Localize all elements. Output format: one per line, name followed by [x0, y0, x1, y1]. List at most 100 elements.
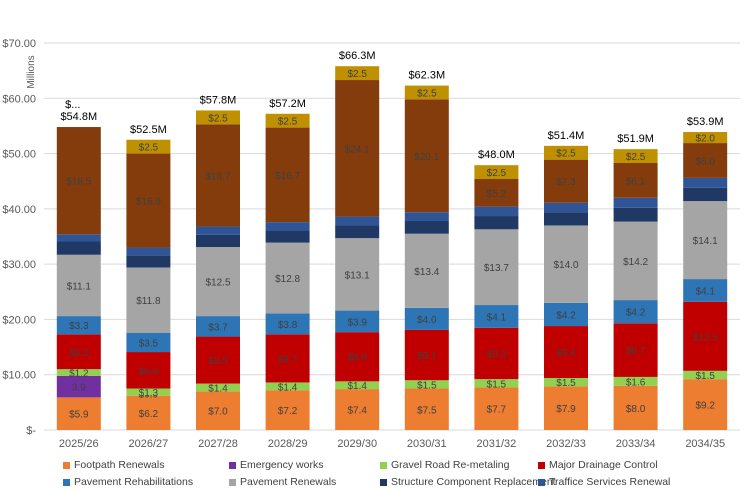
bar-segment	[404, 329, 449, 381]
bar-segment	[474, 165, 519, 180]
data-label: $9.4	[556, 348, 576, 359]
bar-segment	[544, 386, 588, 430]
data-label: $20.1	[414, 152, 439, 163]
bar-segment	[404, 307, 449, 330]
legend-swatch	[63, 478, 70, 486]
y-tick-label: $60.00	[2, 93, 36, 105]
bar-segment	[404, 221, 449, 234]
x-tick-label: 2026/27	[129, 438, 169, 450]
legend-label: Traffice Services Renewal	[549, 476, 671, 488]
data-label: $1.5	[695, 371, 715, 382]
bar-segment	[683, 177, 728, 188]
bar-segment	[474, 206, 519, 217]
bar-segment	[265, 230, 310, 243]
bar-segment	[474, 379, 519, 388]
total-label: $66.3M	[339, 50, 376, 62]
bar-segment	[126, 255, 171, 268]
bar-stack: $7.0 $1.4 $8.5 $3.7 $12.5 $18.7 $2.5 $57.8M	[196, 94, 240, 430]
data-label: $1.5	[417, 380, 437, 391]
bar-segment	[683, 132, 728, 144]
bar-segment	[613, 300, 658, 324]
data-label: $12.5	[693, 332, 718, 343]
bar-segment	[683, 187, 728, 202]
x-tick-label: 2031/32	[477, 438, 517, 450]
data-label: $6.6	[139, 366, 159, 377]
x-axis: 2025/26 2026/27 2027/28 2028/29 2029/30 2030/…	[59, 438, 725, 450]
bar-segment	[544, 202, 588, 213]
bar-segment	[126, 388, 171, 396]
y-axis-label: Millions	[26, 55, 37, 88]
y-axis: $- $10.00 $20.00 $30.00 $40.00 $50.00 $60.00 $7…	[2, 38, 36, 437]
bar-segment	[56, 375, 101, 398]
bar-segment	[613, 162, 658, 198]
y-tick-label: $70.00	[2, 38, 36, 50]
data-label: $14.0	[553, 260, 578, 271]
bar-segment	[474, 327, 519, 380]
bar-segment	[126, 395, 171, 430]
bars: $5.93.9$1.2$6.3$3.3$11.1$18.5$54.8M$...$…	[56, 50, 728, 430]
legend-label: Gravel Road Re-metaling	[391, 459, 510, 471]
total-label: $48.0M	[478, 149, 515, 161]
data-label: $7.7	[487, 405, 507, 416]
data-label: $8.7	[278, 354, 298, 365]
data-label: $2.5	[347, 69, 367, 80]
legend-label: Footpath Renewals	[74, 459, 165, 471]
bar-segment	[335, 310, 380, 333]
bar-segment	[126, 153, 171, 248]
x-tick-label: 2030/31	[407, 438, 447, 450]
bar-segment	[683, 370, 728, 380]
legend-label: Emergency works	[240, 459, 324, 471]
bar-segment	[544, 378, 588, 387]
bar-segment	[56, 127, 101, 235]
bar-segment	[544, 302, 588, 327]
y-tick-label: $50.00	[2, 149, 36, 161]
bar-segment	[404, 85, 449, 100]
y-tick-label: $10.00	[2, 370, 36, 382]
bar-segment	[613, 385, 658, 430]
bar-segment	[335, 225, 380, 239]
legend-swatch	[380, 461, 387, 469]
data-label: $6.2	[139, 409, 159, 420]
data-label: $7.2	[278, 406, 298, 417]
data-label: $2.5	[417, 88, 437, 99]
bar-segment	[196, 391, 240, 430]
bar-stack: $7.5 $1.5 $9.1 $4.0 $13.4 $20.1 $2.5 $62.3M	[404, 70, 449, 430]
legend-label: Pavement Rehabilitations	[74, 476, 194, 488]
bar-segment	[404, 388, 449, 430]
bar-stack: $7.7 $1.5 $9.3 $4.1 $13.7 $5.2 $2.5 $48.0M	[474, 149, 519, 430]
truncated-label: $...	[65, 99, 80, 111]
legend-swatch	[380, 478, 387, 486]
legend-label: Structure Component Replacement	[391, 476, 556, 488]
bar-segment	[126, 267, 171, 333]
data-label: $13.7	[484, 263, 509, 274]
y-tick-label: $40.00	[2, 204, 36, 216]
bar-segment	[335, 238, 380, 311]
data-label: $14.1	[693, 236, 718, 247]
bar-segment	[265, 127, 310, 223]
bar-segment	[56, 334, 101, 370]
data-label: $24.1	[345, 144, 370, 155]
legend-swatch	[229, 478, 236, 486]
total-label: $53.9M	[687, 116, 724, 128]
data-label: $2.5	[626, 152, 646, 163]
data-label: $9.1	[417, 351, 437, 362]
bar-segment	[196, 383, 240, 392]
bar-segment	[56, 241, 101, 255]
data-label: $7.3	[556, 177, 576, 188]
bar-segment	[196, 226, 240, 235]
bar-segment	[265, 113, 310, 128]
data-label: $13.4	[414, 267, 439, 278]
bar-segment	[265, 334, 310, 383]
total-label: $54.8M	[60, 111, 97, 123]
data-label: $6.3	[69, 348, 89, 359]
bar-segment	[126, 352, 171, 389]
bar-stack: $7.2 $1.4 $8.7 $3.8 $12.8 $16.7 $2.5 $57.2M	[265, 98, 310, 430]
data-label: $13.1	[345, 270, 370, 281]
bar-segment	[683, 279, 728, 302]
stacked-bar-chart: $- $10.00 $20.00 $30.00 $40.00 $50.00 $60.00 $7…	[2, 38, 740, 450]
bar-segment	[126, 332, 171, 353]
data-label: $1.4	[208, 383, 228, 394]
bar-stack: $8.0 $1.6 $9.7 $4.2 $14.2 $6.1 $2.5 $51.9M	[613, 133, 658, 430]
data-label: $8.0	[626, 404, 646, 415]
bar-segment	[544, 326, 588, 379]
